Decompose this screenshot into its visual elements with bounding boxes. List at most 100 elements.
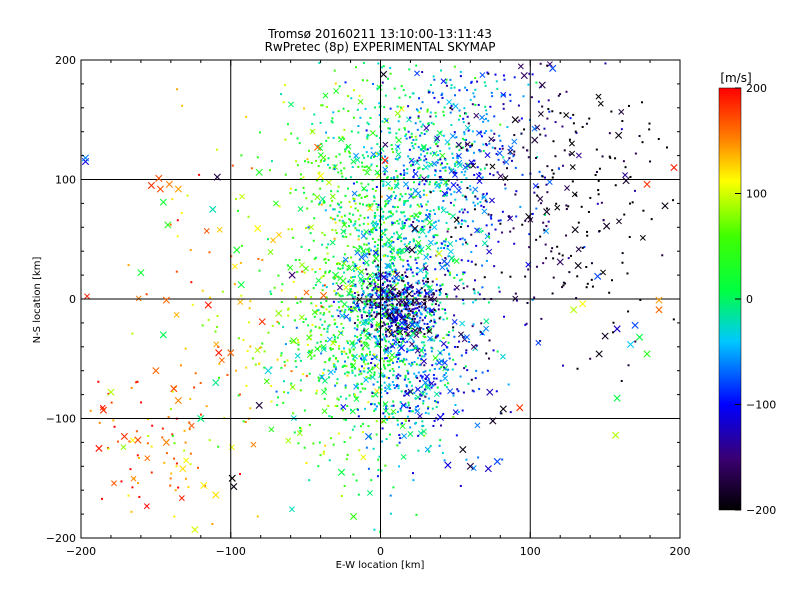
scatter-point: [475, 344, 478, 347]
scatter-point: [531, 125, 538, 132]
scatter-point: [461, 237, 464, 240]
scatter-point: [382, 166, 389, 173]
scatter-point: [284, 84, 287, 87]
scatter-point: [362, 61, 365, 64]
scatter-point: [412, 340, 415, 343]
scatter-point: [424, 411, 427, 414]
data-point: [290, 337, 298, 345]
scatter-point: [597, 193, 600, 196]
scatter-point: [369, 233, 372, 236]
scatter-point: [175, 270, 178, 273]
scatter-point: [406, 295, 409, 298]
scatter-point: [173, 442, 176, 445]
scatter-point: [463, 367, 466, 370]
scatter-point: [490, 217, 493, 220]
scatter-point: [382, 183, 385, 186]
scatter-point: [331, 315, 334, 318]
scatter-point: [430, 350, 433, 353]
scatter-point: [310, 200, 313, 203]
scatter-point: [391, 255, 394, 258]
scatter-point: [462, 282, 465, 285]
scatter-point: [318, 61, 321, 64]
scatter-point: [427, 284, 433, 291]
scatter-point: [397, 295, 400, 298]
scatter-point: [558, 167, 561, 170]
scatter-point: [218, 376, 221, 379]
scatter-point: [405, 322, 408, 325]
scatter-point: [419, 311, 422, 314]
scatter-point: [319, 345, 322, 348]
scatter-point: [373, 409, 376, 412]
scatter-point: [434, 336, 437, 339]
scatter-point: [181, 104, 184, 107]
scatter-point: [505, 167, 508, 170]
scatter-point: [513, 76, 516, 79]
data-point: [499, 405, 507, 413]
scatter-point: [356, 296, 363, 303]
data-point: [613, 394, 621, 402]
scatter-point: [480, 204, 483, 207]
scatter-point: [481, 229, 484, 232]
scatter-point: [276, 320, 279, 323]
scatter-point: [359, 425, 362, 428]
scatter-point: [161, 427, 164, 430]
scatter-point: [434, 135, 441, 142]
scatter-point: [396, 326, 399, 329]
scatter-point: [348, 394, 351, 397]
scatter-point: [478, 293, 481, 296]
scatter-point: [392, 248, 395, 251]
scatter-point: [391, 270, 394, 273]
scatter-point: [302, 186, 305, 189]
scatter-point: [399, 437, 402, 440]
scatter-point: [401, 249, 404, 252]
chart-title: Tromsø 20160211 13:10:00-13:11:43: [267, 27, 492, 41]
scatter-point: [440, 94, 443, 97]
scatter-point: [438, 175, 441, 178]
scatter-point: [339, 206, 342, 209]
scatter-point: [413, 169, 416, 172]
scatter-point: [362, 290, 365, 293]
scatter-point: [445, 293, 448, 296]
scatter-point: [420, 306, 423, 309]
scatter-point: [418, 236, 421, 239]
scatter-point: [288, 506, 295, 513]
scatter-point: [400, 402, 407, 409]
scatter-point: [390, 188, 393, 191]
scatter-point: [575, 131, 578, 134]
scatter-point: [411, 363, 414, 366]
scatter-point: [340, 228, 347, 235]
scatter-point: [504, 183, 507, 186]
scatter-point: [535, 339, 542, 346]
scatter-point: [356, 324, 359, 327]
scatter-point: [535, 238, 538, 241]
scatter-point: [388, 369, 391, 372]
scatter-point: [420, 143, 427, 150]
scatter-point: [546, 61, 553, 68]
scatter-point: [395, 283, 398, 286]
scatter-point: [414, 397, 417, 400]
scatter-point: [382, 412, 385, 415]
scatter-point: [561, 286, 564, 289]
scatter-point: [342, 256, 349, 263]
scatter-point: [324, 270, 327, 273]
scatter-point: [481, 196, 484, 199]
scatter-point: [604, 62, 607, 65]
scatter-point: [375, 338, 378, 341]
scatter-point: [442, 110, 445, 113]
scatter-point: [504, 187, 507, 190]
scatter-point: [365, 341, 368, 344]
data-point: [466, 462, 474, 470]
scatter-point: [515, 215, 518, 218]
scatter-point: [367, 155, 370, 158]
scatter-point: [294, 352, 301, 359]
scatter-point: [321, 323, 324, 326]
scatter-point: [470, 465, 477, 472]
scatter-point: [440, 78, 447, 85]
scatter-point: [337, 262, 340, 265]
scatter-point: [305, 227, 308, 230]
scatter-point: [332, 354, 335, 357]
scatter-point: [391, 291, 394, 294]
scatter-point: [421, 358, 427, 365]
scatter-point: [333, 289, 336, 292]
scatter-point: [385, 407, 388, 410]
